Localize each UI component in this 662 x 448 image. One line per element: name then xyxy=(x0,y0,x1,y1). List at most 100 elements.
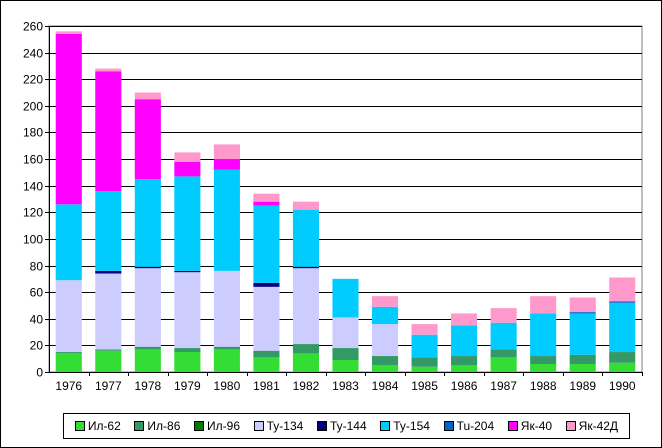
bar-segment xyxy=(371,296,399,307)
legend-swatch xyxy=(507,421,518,431)
bar-segment xyxy=(451,313,478,326)
x-tick-label: 1990 xyxy=(609,379,636,393)
bar-segment xyxy=(609,301,636,303)
bar-segment xyxy=(530,313,557,357)
bar-segment xyxy=(451,365,478,372)
bar-segment xyxy=(609,352,636,363)
legend-swatch xyxy=(443,421,454,431)
bar-segment xyxy=(609,362,636,372)
bar-segment xyxy=(530,296,557,314)
y-tick-label: 200 xyxy=(23,100,43,114)
legend-swatch xyxy=(565,421,576,431)
y-tick-label: 180 xyxy=(23,126,43,140)
bar-segment xyxy=(371,365,399,372)
x-tick-label: 1988 xyxy=(530,379,557,393)
y-tick-label: 40 xyxy=(30,313,44,327)
legend-item: Ту-154 xyxy=(380,419,430,433)
bar-segment xyxy=(174,348,201,353)
bar-segment xyxy=(55,352,82,354)
x-tick-label: 1989 xyxy=(569,379,596,393)
bar-segment xyxy=(95,71,122,192)
y-tick-label: 260 xyxy=(23,20,43,34)
bar-segment xyxy=(490,322,517,350)
legend-swatch xyxy=(134,421,145,431)
bar-segment xyxy=(95,68,122,72)
bar-segment xyxy=(332,278,359,318)
y-tick-label: 100 xyxy=(23,233,43,247)
legend-swatch xyxy=(316,421,327,431)
x-tick-label: 1982 xyxy=(293,379,320,393)
bar-segment xyxy=(253,205,280,283)
bar-segment xyxy=(95,350,122,372)
x-tick-label: 1976 xyxy=(55,379,82,393)
bar-segment xyxy=(490,349,517,358)
legend-label: Ту-134 xyxy=(266,419,304,433)
bar-segment xyxy=(490,357,517,372)
bar-segment xyxy=(253,286,280,351)
bar-segment xyxy=(530,356,557,365)
legend-item: Як-42Д xyxy=(565,419,619,433)
legend-label: Ил-86 xyxy=(147,419,181,433)
legend-item: Ту-144 xyxy=(316,419,367,433)
legend-item: Ил-62 xyxy=(74,419,121,433)
bar-segment xyxy=(213,346,240,350)
bar-segment xyxy=(292,209,320,267)
bar-segment xyxy=(569,312,596,314)
bar-segment xyxy=(371,306,399,325)
legend-label: Ил-96 xyxy=(207,419,241,433)
bar-segment xyxy=(609,277,636,302)
bar-segment xyxy=(134,99,161,180)
legend-label: Ил-62 xyxy=(87,419,121,433)
bar-segment xyxy=(411,334,438,358)
bar-segment xyxy=(213,169,240,271)
bar-segment xyxy=(55,31,82,34)
bar-segment xyxy=(530,364,557,372)
bar-segment xyxy=(174,272,201,349)
y-tick-label: 220 xyxy=(23,73,43,87)
bar-segment xyxy=(95,270,122,274)
bar-segment xyxy=(451,325,478,357)
bar-segment xyxy=(134,349,161,372)
y-tick-label: 0 xyxy=(36,366,43,380)
bar-segment xyxy=(253,350,280,358)
bar-segment xyxy=(134,268,161,347)
bar-segment xyxy=(292,344,320,354)
bar-segment xyxy=(569,313,596,355)
y-tick-label: 60 xyxy=(30,286,44,300)
y-tick-label: 140 xyxy=(23,180,43,194)
bar-segment xyxy=(411,357,438,367)
legend-swatch xyxy=(194,421,205,431)
chart-legend: Ил-62 Ил-86 Ил-96 Ту-134 Ту-144 Ту-154 Tu-204 Я… xyxy=(63,413,630,439)
bar-segment xyxy=(134,266,161,269)
bar-segment xyxy=(292,268,320,345)
bar-segment xyxy=(213,159,240,170)
legend-label: Як-42Д xyxy=(578,419,619,433)
bar-segment xyxy=(55,33,82,205)
legend-item: Як-40 xyxy=(507,419,553,433)
bar-segment xyxy=(292,266,320,269)
legend-item: Tu-204 xyxy=(443,419,495,433)
bar-segment xyxy=(371,324,399,357)
bar-segment xyxy=(292,353,320,372)
bar-segment xyxy=(332,348,359,361)
bar-segment xyxy=(609,302,636,353)
bar-segment xyxy=(371,356,399,366)
bar-segment xyxy=(95,191,122,271)
x-tick-label: 1979 xyxy=(174,379,201,393)
y-tick-label: 240 xyxy=(23,47,43,61)
bar-segment xyxy=(253,357,280,372)
bar-segment xyxy=(451,356,478,366)
bar-segment xyxy=(332,317,359,349)
x-tick-label: 1987 xyxy=(490,379,517,393)
legend-label: Як-40 xyxy=(520,419,553,433)
bar-segment xyxy=(490,308,517,323)
legend-item: Ту-134 xyxy=(253,419,304,433)
y-tick-label: 80 xyxy=(30,260,44,274)
legend-label: Tu-204 xyxy=(456,419,495,433)
legend-item: Ил-96 xyxy=(194,419,240,433)
x-tick-label: 1986 xyxy=(451,379,478,393)
x-tick-label: 1983 xyxy=(332,379,359,393)
bar-segment xyxy=(174,152,201,162)
bar-segment xyxy=(569,364,596,372)
